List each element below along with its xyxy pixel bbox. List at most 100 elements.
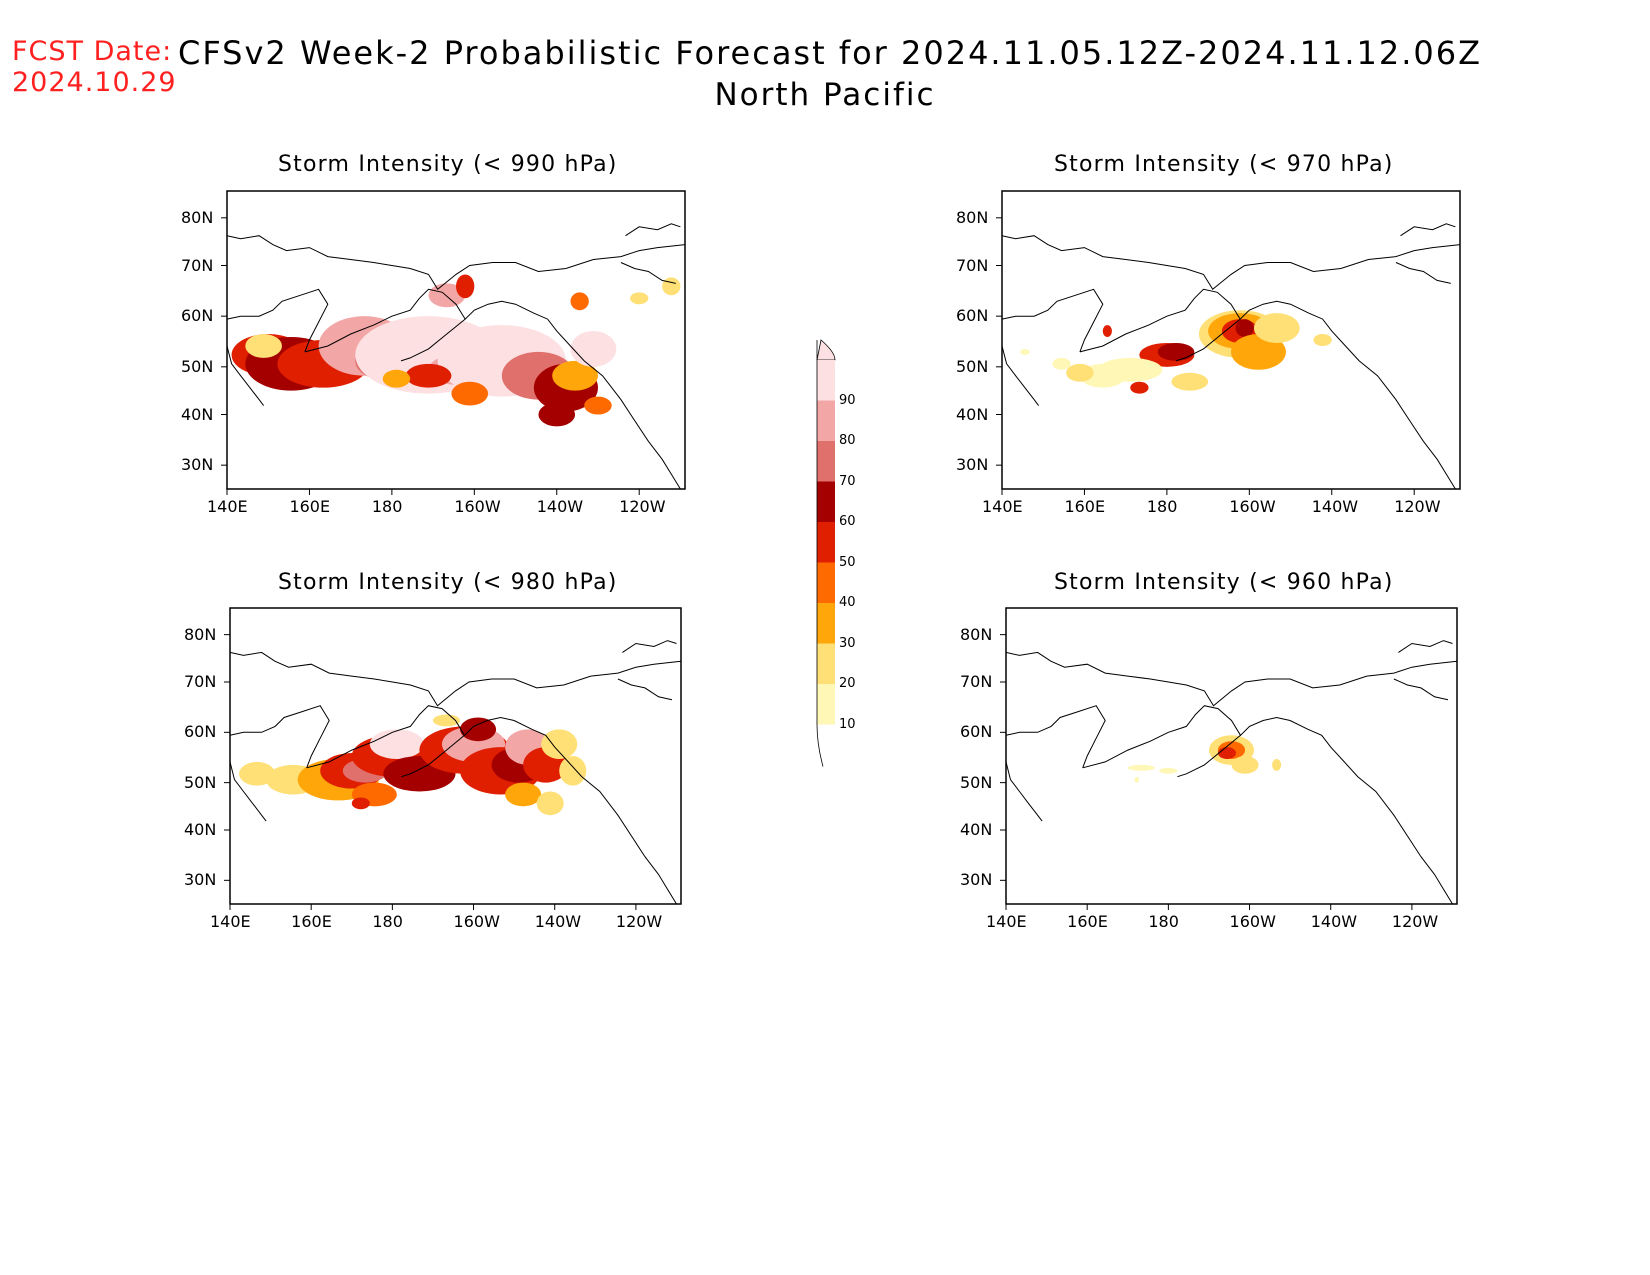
panel-title-p960: Storm Intensity (< 960 hPa) [1054, 570, 1394, 595]
lon-label: 140E [210, 912, 251, 931]
colorbar-label: 10 [839, 716, 856, 732]
lon-label: 180 [1148, 912, 1179, 931]
colorbar-swatch [817, 643, 835, 684]
lat-label: 50N [184, 772, 217, 792]
colorbar-swatch [817, 603, 835, 644]
probability-area [451, 381, 489, 406]
probability-area [1130, 381, 1149, 394]
lon-label: 160W [1229, 912, 1276, 931]
probability-area [1127, 764, 1155, 771]
lat-label: 70N [181, 255, 214, 275]
lat-label: 50N [960, 772, 993, 792]
colorbar-bottom-tip [816, 724, 824, 767]
probability-area [382, 369, 411, 388]
probability-area [1020, 348, 1030, 355]
coastline [1400, 223, 1456, 237]
lat-label: 80N [960, 624, 993, 644]
probability-area [245, 334, 282, 358]
coastline [229, 761, 267, 822]
probability-area [570, 292, 589, 311]
coastline [229, 651, 682, 707]
lat-label: 30N [960, 870, 993, 890]
probability-area [538, 402, 576, 427]
colorbar-label: 90 [839, 392, 856, 408]
colorbar-swatch [817, 360, 835, 401]
lat-label: 40N [960, 820, 993, 839]
lat-label: 60N [960, 722, 993, 742]
coastline [1398, 640, 1453, 653]
probability-area [1231, 756, 1259, 774]
lat-label: 30N [956, 455, 989, 475]
probability-area [351, 797, 370, 810]
lon-label: 120W [615, 912, 663, 931]
lon-label: 140W [536, 497, 584, 516]
coastline [1005, 651, 1458, 707]
probability-area [552, 360, 598, 391]
lat-label: 80N [184, 624, 217, 644]
coastline [1175, 318, 1241, 362]
lon-label: 140E [207, 497, 248, 516]
coastline [622, 640, 677, 653]
lat-label: 80N [181, 207, 214, 227]
colorbar-label: 50 [839, 554, 856, 570]
coastline [226, 345, 265, 406]
coastline [229, 705, 330, 768]
coastline [1001, 345, 1039, 406]
main-title: CFSv2 Week-2 Probabilistic Forecast for … [177, 34, 1483, 72]
colorbar-label: 70 [839, 473, 856, 489]
lat-label: 30N [181, 455, 214, 475]
lon-label: 160E [291, 912, 332, 931]
panel-title-p990: Storm Intensity (< 990 hPa) [278, 152, 618, 177]
probability-area [405, 363, 452, 388]
colorbar-label: 20 [839, 676, 856, 691]
probability-area [456, 274, 475, 299]
map-frame [229, 607, 682, 905]
lon-label: 120W [1394, 497, 1441, 516]
probability-area [1272, 758, 1282, 771]
lon-label: 160W [1229, 497, 1276, 516]
coastline [1177, 734, 1241, 778]
coastline [1005, 705, 1106, 768]
probability-area [541, 729, 578, 759]
panel-title-p980: Storm Intensity (< 980 hPa) [278, 570, 618, 595]
colorbar-label: 60 [839, 514, 856, 529]
lat-label: 80N [956, 207, 989, 227]
coastline [1001, 235, 1461, 291]
lon-label: 140W [534, 912, 582, 931]
colorbar-label: 40 [839, 595, 856, 610]
lon-label: 160W [454, 497, 501, 516]
lon-label: 160E [1064, 497, 1106, 516]
probability-area [1102, 325, 1112, 338]
lat-label: 60N [181, 306, 214, 326]
coastline [306, 705, 677, 905]
lat-label: 50N [956, 356, 989, 376]
probability-area [1134, 776, 1140, 783]
lon-label: 160E [1067, 912, 1108, 931]
map-frame [1001, 190, 1461, 490]
probability-area [505, 782, 542, 807]
map-frame [1005, 607, 1458, 905]
probability-area [1066, 363, 1094, 382]
coastline [226, 235, 686, 291]
lat-label: 40N [184, 820, 217, 839]
probability-area [630, 292, 649, 305]
coastline [304, 288, 681, 490]
colorbar-swatch [817, 684, 835, 725]
lat-label: 60N [184, 722, 217, 742]
probability-area [559, 756, 587, 786]
probability-area [1313, 334, 1332, 346]
probability-area [1235, 319, 1254, 338]
lat-label: 30N [184, 870, 217, 890]
lat-label: 50N [181, 356, 214, 376]
colorbar-label: 30 [839, 635, 856, 651]
lon-label: 160W [453, 912, 500, 931]
page-title: CFSv2 Week-2 Probabilistic Forecast for … [0, 32, 1650, 116]
forecast-date-label: FCST Date: [12, 36, 173, 67]
lat-label: 70N [184, 672, 217, 691]
probability-area [432, 714, 461, 727]
probability-area [1171, 372, 1209, 391]
